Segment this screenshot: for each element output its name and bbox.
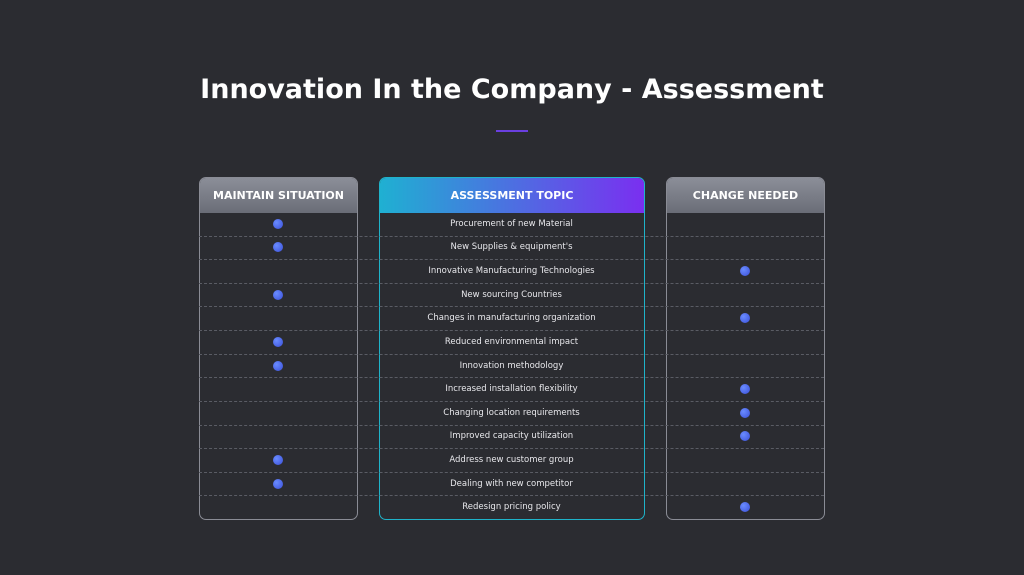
- row-divider: [199, 353, 824, 355]
- topic: Redesign pricing policy: [462, 502, 561, 513]
- maintain-dot: [273, 242, 283, 253]
- change-dot: [740, 313, 750, 324]
- maintain-dot: [273, 218, 283, 229]
- title-rule: [496, 130, 528, 132]
- row-divider: [199, 448, 824, 450]
- row-divider: [199, 471, 824, 473]
- topic: Changes in manufacturing organization: [427, 313, 596, 324]
- row-divider: [199, 235, 824, 237]
- change-dot: [740, 407, 750, 418]
- maintain-dot: [273, 336, 283, 347]
- row-divider: [199, 282, 824, 284]
- change-dot: [740, 502, 750, 513]
- column-header: CHANGE NEEDED: [667, 178, 824, 213]
- topic: Reduced environmental impact: [444, 336, 579, 347]
- change-dot: [740, 431, 750, 442]
- change-dot: [740, 266, 750, 277]
- title: Innovation In the Company - Assessment: [200, 74, 824, 105]
- topic: Address new customer group: [449, 454, 574, 465]
- row-divider: [199, 306, 824, 308]
- maintain-dot: [273, 478, 283, 489]
- row-divider: [199, 400, 824, 402]
- topic: Improved capacity utilization: [449, 431, 574, 442]
- row-divider: [199, 330, 824, 332]
- row-divider: [199, 424, 824, 426]
- topic: Changing location requirements: [443, 407, 580, 418]
- topic: New sourcing Countries: [461, 289, 562, 300]
- topic: New Supplies & equipment's: [450, 242, 573, 253]
- topic: Innovative Manufacturing Technologies: [428, 266, 595, 277]
- change-column: CHANGE NEEDED: [666, 177, 825, 520]
- maintain-dot: [273, 289, 283, 300]
- maintain-dot: [273, 360, 283, 371]
- maintain-column: MAINTAIN SITUATION: [199, 177, 358, 520]
- topic-column: ASSESSMENT TOPIC: [379, 177, 645, 520]
- topic: Increased installation flexibility: [445, 384, 578, 395]
- topic: Procurement of new Material: [450, 218, 573, 229]
- topic: Innovation methodology: [459, 360, 564, 371]
- column-header: MAINTAIN SITUATION: [200, 178, 357, 213]
- column-header: ASSESSMENT TOPIC: [380, 178, 644, 213]
- change-dot: [740, 384, 750, 395]
- row-divider: [199, 495, 824, 497]
- maintain-dot: [273, 454, 283, 465]
- row-divider: [199, 259, 824, 261]
- topic: Dealing with new competitor: [450, 478, 573, 489]
- row-divider: [199, 377, 824, 379]
